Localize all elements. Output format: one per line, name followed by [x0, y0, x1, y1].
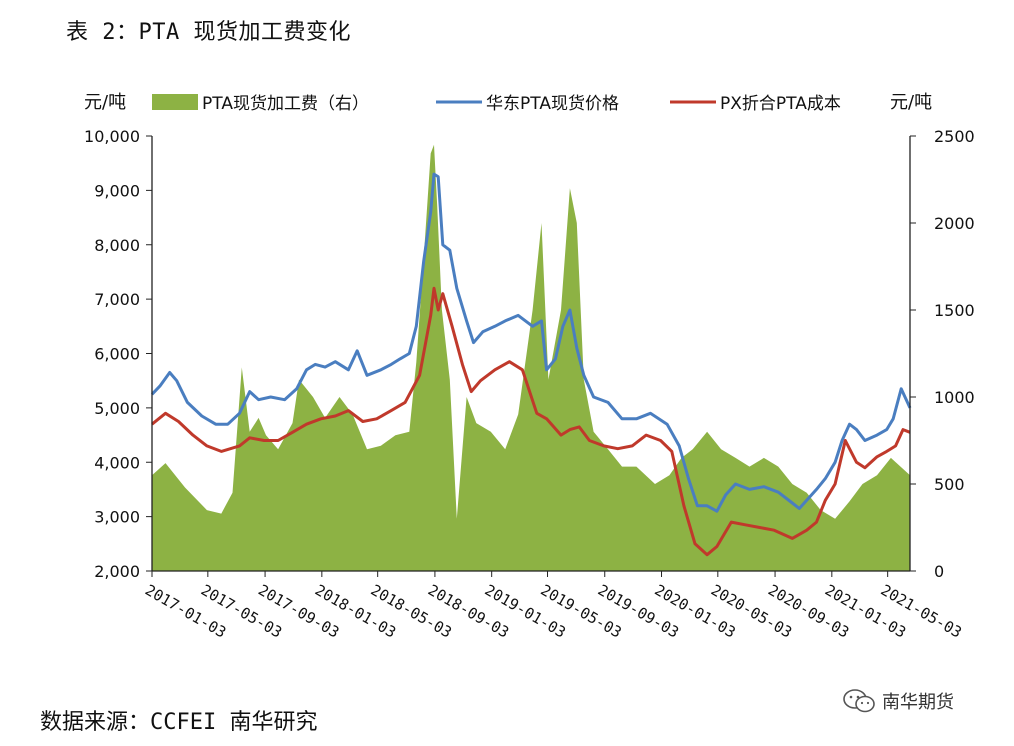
- left-tick-label: 4,000: [94, 453, 140, 472]
- left-tick-label: 6,000: [94, 345, 140, 364]
- left-tick-label: 2,000: [94, 562, 140, 581]
- legend-label-cost: PX折合PTA成本: [720, 94, 841, 114]
- line-layer: [150, 172, 912, 557]
- left-tick-label: 9,000: [94, 181, 140, 200]
- left-tick-label: 10,000: [84, 127, 140, 146]
- left-axis-unit: 元/吨: [84, 92, 126, 113]
- line-series-east-china-price: [150, 172, 912, 513]
- left-tick-label: 3,000: [94, 508, 140, 527]
- wechat-icon: [843, 689, 875, 713]
- watermark-text: 南华期货: [882, 692, 954, 713]
- right-axis-unit: 元/吨: [890, 92, 932, 113]
- right-tick-label: 500: [934, 475, 965, 494]
- legend: PTA现货加工费（右） 华东PTA现货价格 PX折合PTA成本: [152, 94, 841, 114]
- area-layer: [152, 144, 910, 571]
- right-tick-label: 1000: [934, 388, 975, 407]
- right-tick-label: 1500: [934, 301, 975, 320]
- line-series-px-cost: [151, 286, 911, 557]
- left-tick-label: 8,000: [94, 236, 140, 255]
- right-tick-label: 2500: [934, 127, 975, 146]
- right-tick-label: 0: [934, 562, 944, 581]
- left-tick-label: 5,000: [94, 399, 140, 418]
- legend-label-price: 华东PTA现货价格: [486, 94, 619, 114]
- right-tick-label: 2000: [934, 214, 975, 233]
- watermark: 南华期货: [842, 688, 954, 714]
- legend-label-area: PTA现货加工费（右）: [202, 94, 369, 114]
- area-series-processing-fee: [152, 144, 910, 571]
- left-tick-label: 7,000: [94, 290, 140, 309]
- page-title: 表 2：PTA 现货加工费变化: [66, 20, 351, 45]
- data-source: 数据来源：CCFEI 南华研究: [40, 710, 318, 735]
- legend-swatch-area: [152, 94, 198, 110]
